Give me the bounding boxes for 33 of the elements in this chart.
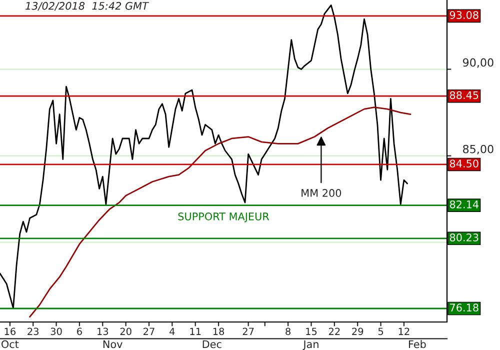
y-tick-label: 90,00 [462, 58, 494, 68]
x-tick-label: 4 [170, 328, 175, 335]
x-tick-label: 12 [398, 328, 410, 335]
x-tick-label: 11 [190, 328, 201, 335]
x-tick-label: 16 [4, 328, 16, 336]
annotation: MM 200 [302, 189, 342, 197]
x-tick-label: 29 [352, 328, 364, 336]
x-tick-label: 15 [306, 328, 317, 336]
ref-line-label: 76.18 [450, 304, 478, 312]
x2-tick-label: Nov [103, 340, 122, 348]
x-tick-label: 5 [378, 328, 384, 336]
x-tick-label: 13 [98, 328, 108, 336]
chart-title: 13/02/2018 15:42 GMT [26, 2, 150, 11]
x2-tick-label: Dec [202, 340, 222, 348]
x-tick-label: 8 [286, 328, 290, 336]
ref-line-label: 88.45 [450, 91, 478, 100]
x-tick-label: 20 [120, 328, 132, 336]
x-tick-label: 6 [77, 328, 82, 336]
ref-line-label: 84.50 [450, 160, 478, 168]
x-tick-label: 22 [328, 328, 340, 335]
annotation: SUPPORT MAJEUR [178, 212, 270, 222]
y-tick-label: 85,00 [463, 144, 494, 154]
x2-tick-label: Feb [409, 340, 426, 348]
x-tick-label: 30 [50, 328, 62, 336]
ref-line-label: 82.14 [450, 200, 478, 208]
x2-tick-label: Oct [2, 340, 19, 348]
ref-line-label: 93.08 [450, 11, 478, 19]
x-tick-label: 23 [28, 328, 39, 336]
x-tick-label: 27 [144, 328, 154, 335]
x-tick-label: 27 [242, 328, 254, 335]
x2-tick-label: Jan [302, 340, 318, 350]
ref-line-label: 80.23 [450, 234, 478, 242]
x-tick-label: 18 [213, 328, 224, 336]
